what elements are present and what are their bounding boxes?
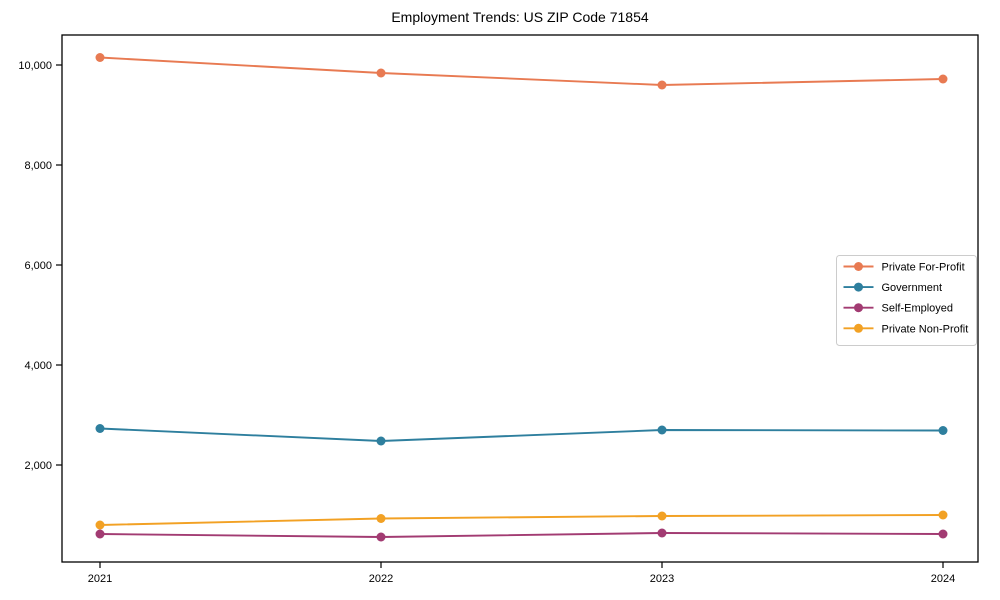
data-point [657, 425, 667, 435]
series-line [99, 514, 944, 526]
data-point [376, 68, 386, 78]
data-point [657, 511, 667, 521]
legend-marker-dot [854, 262, 863, 271]
data-point [657, 528, 667, 538]
data-point [938, 74, 948, 84]
y-tick-label: 6,000 [24, 260, 52, 272]
x-tick-label: 2023 [650, 573, 674, 585]
data-point [938, 510, 948, 520]
legend-label: Self-Employed [882, 303, 954, 315]
data-point [95, 53, 105, 62]
y-tick-label: 2,000 [24, 460, 52, 472]
data-point [95, 529, 105, 539]
series-line [99, 56, 944, 86]
x-tick-label: 2022 [369, 573, 393, 585]
legend-label: Private Non-Profit [882, 323, 969, 335]
data-point [95, 424, 105, 433]
legend-marker-dot [854, 323, 863, 333]
series-line [99, 532, 944, 538]
data-point [938, 529, 948, 539]
data-point [376, 532, 386, 542]
data-point [938, 426, 948, 435]
chart-title: Employment Trends: US ZIP Code 71854 [391, 9, 649, 25]
data-point [376, 514, 386, 523]
y-tick-label: 10,000 [18, 60, 52, 72]
y-tick-label: 4,000 [24, 360, 52, 372]
legend-marker-dot [854, 303, 863, 313]
legend-box [836, 255, 977, 346]
x-tick-label: 2021 [88, 573, 112, 585]
data-point [95, 520, 105, 530]
data-point [657, 80, 667, 90]
y-tick-label: 8,000 [24, 160, 52, 172]
data-point [376, 436, 386, 446]
legend-label: Government [882, 282, 943, 294]
legend-marker-dot [854, 282, 863, 292]
legend-label: Private For-Profit [882, 262, 965, 274]
series-line [99, 427, 944, 442]
plot-border [61, 34, 979, 563]
x-tick-label: 2024 [931, 573, 955, 585]
